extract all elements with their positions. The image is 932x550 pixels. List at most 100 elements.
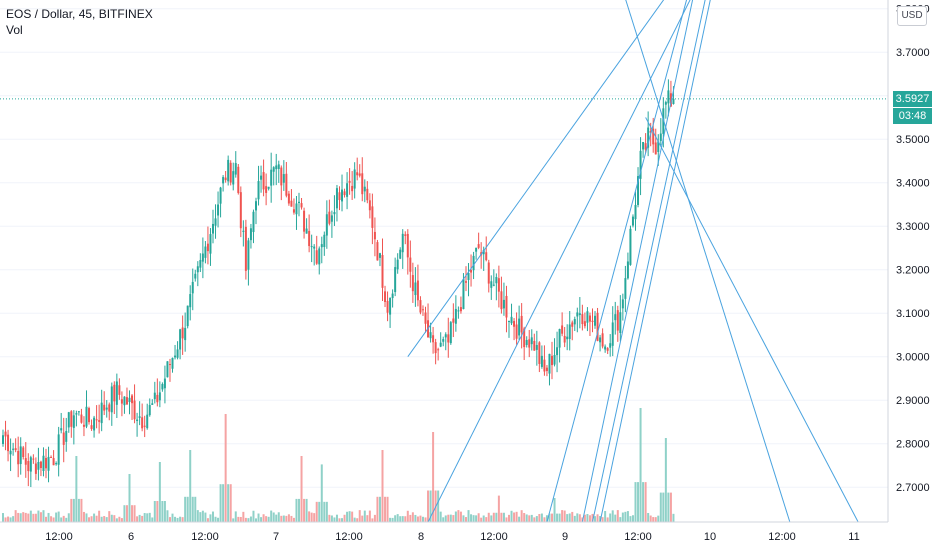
- candle-body: [574, 319, 576, 324]
- candle-body: [10, 451, 12, 455]
- volume-bar: [225, 414, 227, 522]
- candle-body: [32, 459, 34, 460]
- volume-bar: [88, 517, 90, 522]
- candle-body: [338, 192, 340, 200]
- volume-bar: [134, 505, 136, 522]
- volume-bar: [288, 514, 290, 522]
- candle-body: [2, 435, 4, 444]
- volume-bar: [574, 516, 576, 522]
- candle-body: [538, 342, 540, 364]
- candle-body: [526, 340, 528, 345]
- candle-body: [442, 339, 444, 342]
- candle-body: [475, 248, 477, 252]
- candle-body: [156, 395, 158, 402]
- volume-bar: [22, 512, 24, 522]
- candle-body: [619, 312, 621, 333]
- volume-bar: [323, 502, 325, 522]
- candle-body: [369, 200, 371, 210]
- candle-body: [301, 203, 303, 207]
- candle-body: [116, 381, 118, 404]
- volume-bar: [490, 515, 492, 522]
- candle-body: [402, 234, 404, 252]
- volume-bar: [308, 511, 310, 522]
- volume-bar: [521, 510, 523, 522]
- symbol-title: EOS / Dollar, 45, BITFINEX: [6, 6, 153, 22]
- volume-bar: [657, 516, 659, 522]
- candle-body: [566, 337, 568, 340]
- candle-body: [35, 464, 37, 474]
- candle-body: [149, 405, 151, 415]
- volume-bar: [280, 516, 282, 522]
- candle-body: [240, 192, 242, 228]
- volume-bar: [450, 515, 452, 522]
- candle-body: [278, 164, 280, 169]
- volume-bar: [617, 510, 619, 522]
- volume-bar: [301, 456, 303, 522]
- volume-bar: [199, 512, 201, 522]
- volume-bar: [344, 515, 346, 522]
- currency-button[interactable]: USD: [897, 6, 927, 26]
- volume-bar: [60, 517, 62, 522]
- candle-body: [498, 278, 500, 291]
- time-tick-label: 8: [418, 531, 424, 543]
- volume-bar: [187, 497, 189, 522]
- volume-bar: [42, 510, 44, 522]
- candle-body: [422, 309, 424, 310]
- candle-body: [559, 329, 561, 348]
- volume-bar: [670, 493, 672, 522]
- candle-body: [513, 321, 515, 327]
- volume-bar: [192, 497, 194, 522]
- candle-body: [192, 282, 194, 293]
- candle-body: [288, 194, 290, 204]
- candle-body: [435, 342, 437, 353]
- candle-body: [184, 328, 186, 340]
- volume-bar: [392, 518, 394, 522]
- volume-bar: [177, 518, 179, 522]
- volume-bar: [240, 517, 242, 522]
- volume-bar: [538, 514, 540, 522]
- candle-body: [101, 403, 103, 423]
- candle-body: [354, 169, 356, 188]
- candle-body: [217, 205, 219, 216]
- candle-body: [609, 343, 611, 347]
- candle-body: [134, 401, 136, 420]
- volume-bar: [293, 518, 295, 522]
- volume-bar: [265, 516, 267, 522]
- volume-bar: [260, 517, 262, 522]
- candle-body: [490, 281, 492, 288]
- volume-bar: [425, 517, 427, 522]
- volume-bar: [295, 499, 297, 522]
- volume-bar: [629, 516, 631, 522]
- candle-body: [430, 332, 432, 338]
- volume-bar: [382, 450, 384, 522]
- volume-bar: [516, 512, 518, 522]
- candle-body: [37, 462, 39, 470]
- candle-body: [379, 253, 381, 258]
- volume-bar: [194, 497, 196, 522]
- volume-bar: [480, 518, 482, 522]
- candle-body: [374, 232, 376, 239]
- candle-body: [136, 420, 138, 421]
- candle-body: [220, 188, 222, 204]
- candle-body: [283, 174, 285, 183]
- candle-body: [30, 457, 32, 471]
- candle-body: [366, 189, 368, 200]
- volume-bar: [101, 517, 103, 522]
- candle-body: [63, 432, 65, 444]
- volume-bar: [361, 516, 363, 522]
- volume-bar: [217, 518, 219, 522]
- price-tick-label: 2.7000: [896, 482, 930, 494]
- volume-bar: [131, 505, 133, 522]
- candle-body: [58, 434, 60, 464]
- candle-body: [85, 407, 87, 427]
- volume-bar: [624, 512, 626, 522]
- candle-body: [316, 250, 318, 263]
- volume-bar: [63, 516, 65, 522]
- candle-body: [306, 229, 308, 234]
- candle-body: [252, 212, 254, 232]
- candle-body: [341, 190, 343, 202]
- volume-bar: [536, 516, 538, 522]
- candle-body: [164, 379, 166, 389]
- volume-bar: [652, 517, 654, 522]
